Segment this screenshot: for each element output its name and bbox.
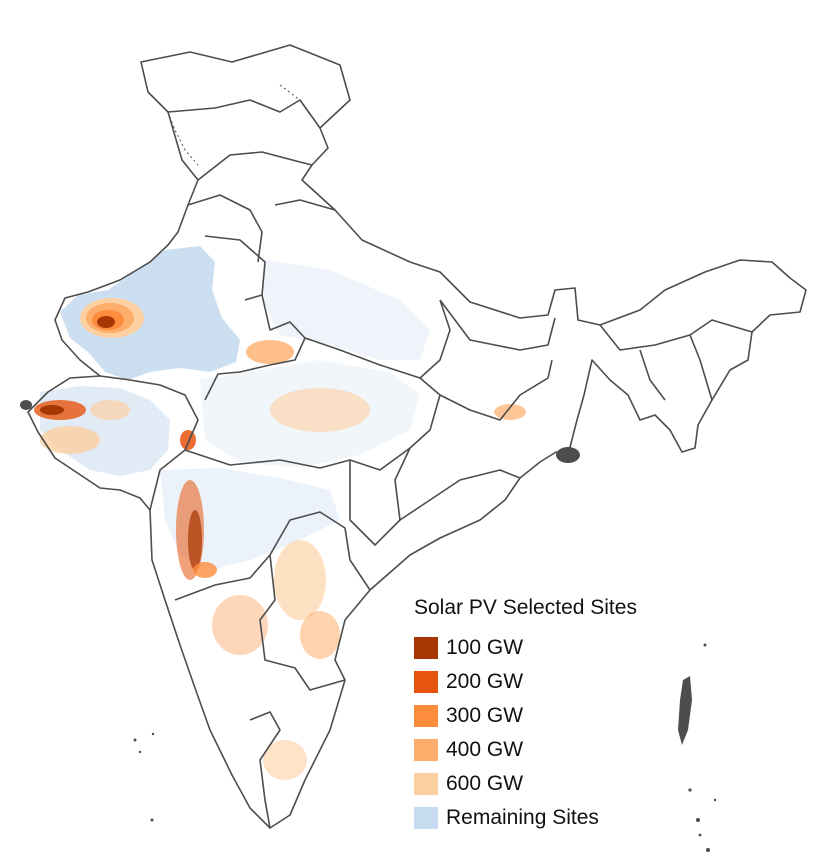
legend-label: 400 GW — [446, 738, 524, 761]
state-boundary-haryana — [204, 235, 266, 301]
coastal-dark-patches — [20, 400, 580, 463]
andaman-islands — [678, 676, 692, 745]
legend-swatch-300gw — [414, 705, 438, 727]
legend: Solar PV Selected Sites 100 GW 200 GW 30… — [414, 596, 714, 835]
sites-tamilnadu — [263, 740, 307, 780]
legend-label: 100 GW — [446, 636, 524, 659]
state-boundary-mp — [184, 377, 441, 471]
remaining-sites-maharashtra — [160, 468, 340, 570]
state-boundary-punjab — [187, 194, 263, 263]
legend-swatch-remaining — [414, 807, 438, 829]
remaining-sites-north — [262, 260, 430, 360]
legend-item-600gw: 600 GW — [414, 767, 714, 801]
sites-gujarat-east — [90, 400, 130, 420]
state-boundary-telangana — [269, 511, 371, 591]
sites-gujarat-south — [40, 426, 100, 454]
sites-odisha — [494, 404, 526, 420]
state-boundary-raj-east — [204, 294, 306, 401]
sites-andhra — [300, 611, 340, 659]
state-boundary-himachal — [197, 151, 313, 181]
state-boundary-chh — [349, 447, 411, 546]
legend-item-300gw: 300 GW — [414, 699, 714, 733]
disputed-boundary — [167, 84, 311, 166]
legend-item-100gw: 100 GW — [414, 631, 714, 665]
legend-swatch-600gw — [414, 773, 438, 795]
legend-swatch-100gw — [414, 637, 438, 659]
legend-label: 200 GW — [446, 670, 524, 693]
islands — [133, 643, 717, 852]
legend-label: 300 GW — [446, 704, 524, 727]
state-boundary-kar-ap — [174, 554, 346, 691]
sites-telangana — [274, 540, 326, 620]
sites-100gw-rajasthan — [97, 316, 115, 328]
state-boundary-odisha — [399, 469, 521, 521]
legend-swatch-400gw — [414, 739, 438, 761]
sites-maharashtra-south — [193, 562, 217, 578]
state-boundary-bihar — [439, 299, 556, 351]
legend-label: 600 GW — [446, 772, 524, 795]
country-boundary — [27, 44, 807, 829]
legend-title: Solar PV Selected Sites — [414, 596, 637, 619]
state-boundary-northeast — [599, 319, 753, 401]
sites-mp-north — [246, 340, 294, 364]
sites-gujarat-kutch-core — [40, 405, 64, 415]
state-boundary-tn-kerala — [249, 711, 281, 829]
sites-karnataka — [212, 595, 268, 655]
remaining-sites-rajasthan — [60, 246, 240, 380]
state-boundary-guj-raj — [99, 375, 199, 511]
legend-item-200gw: 200 GW — [414, 665, 714, 699]
sites-mp-central — [270, 388, 370, 432]
state-boundary-jk — [167, 99, 321, 129]
legend-item-remaining: Remaining Sites — [414, 801, 714, 835]
state-boundary-jhar — [439, 359, 553, 421]
legend-swatch-200gw — [414, 671, 438, 693]
selected-sites-layer — [34, 298, 526, 780]
legend-item-400gw: 400 GW — [414, 733, 714, 767]
legend-label: Remaining Sites — [446, 806, 599, 829]
sites-mp-west — [180, 430, 196, 450]
sites-maharashtra-core — [188, 510, 202, 570]
state-boundary-uk — [274, 199, 336, 211]
